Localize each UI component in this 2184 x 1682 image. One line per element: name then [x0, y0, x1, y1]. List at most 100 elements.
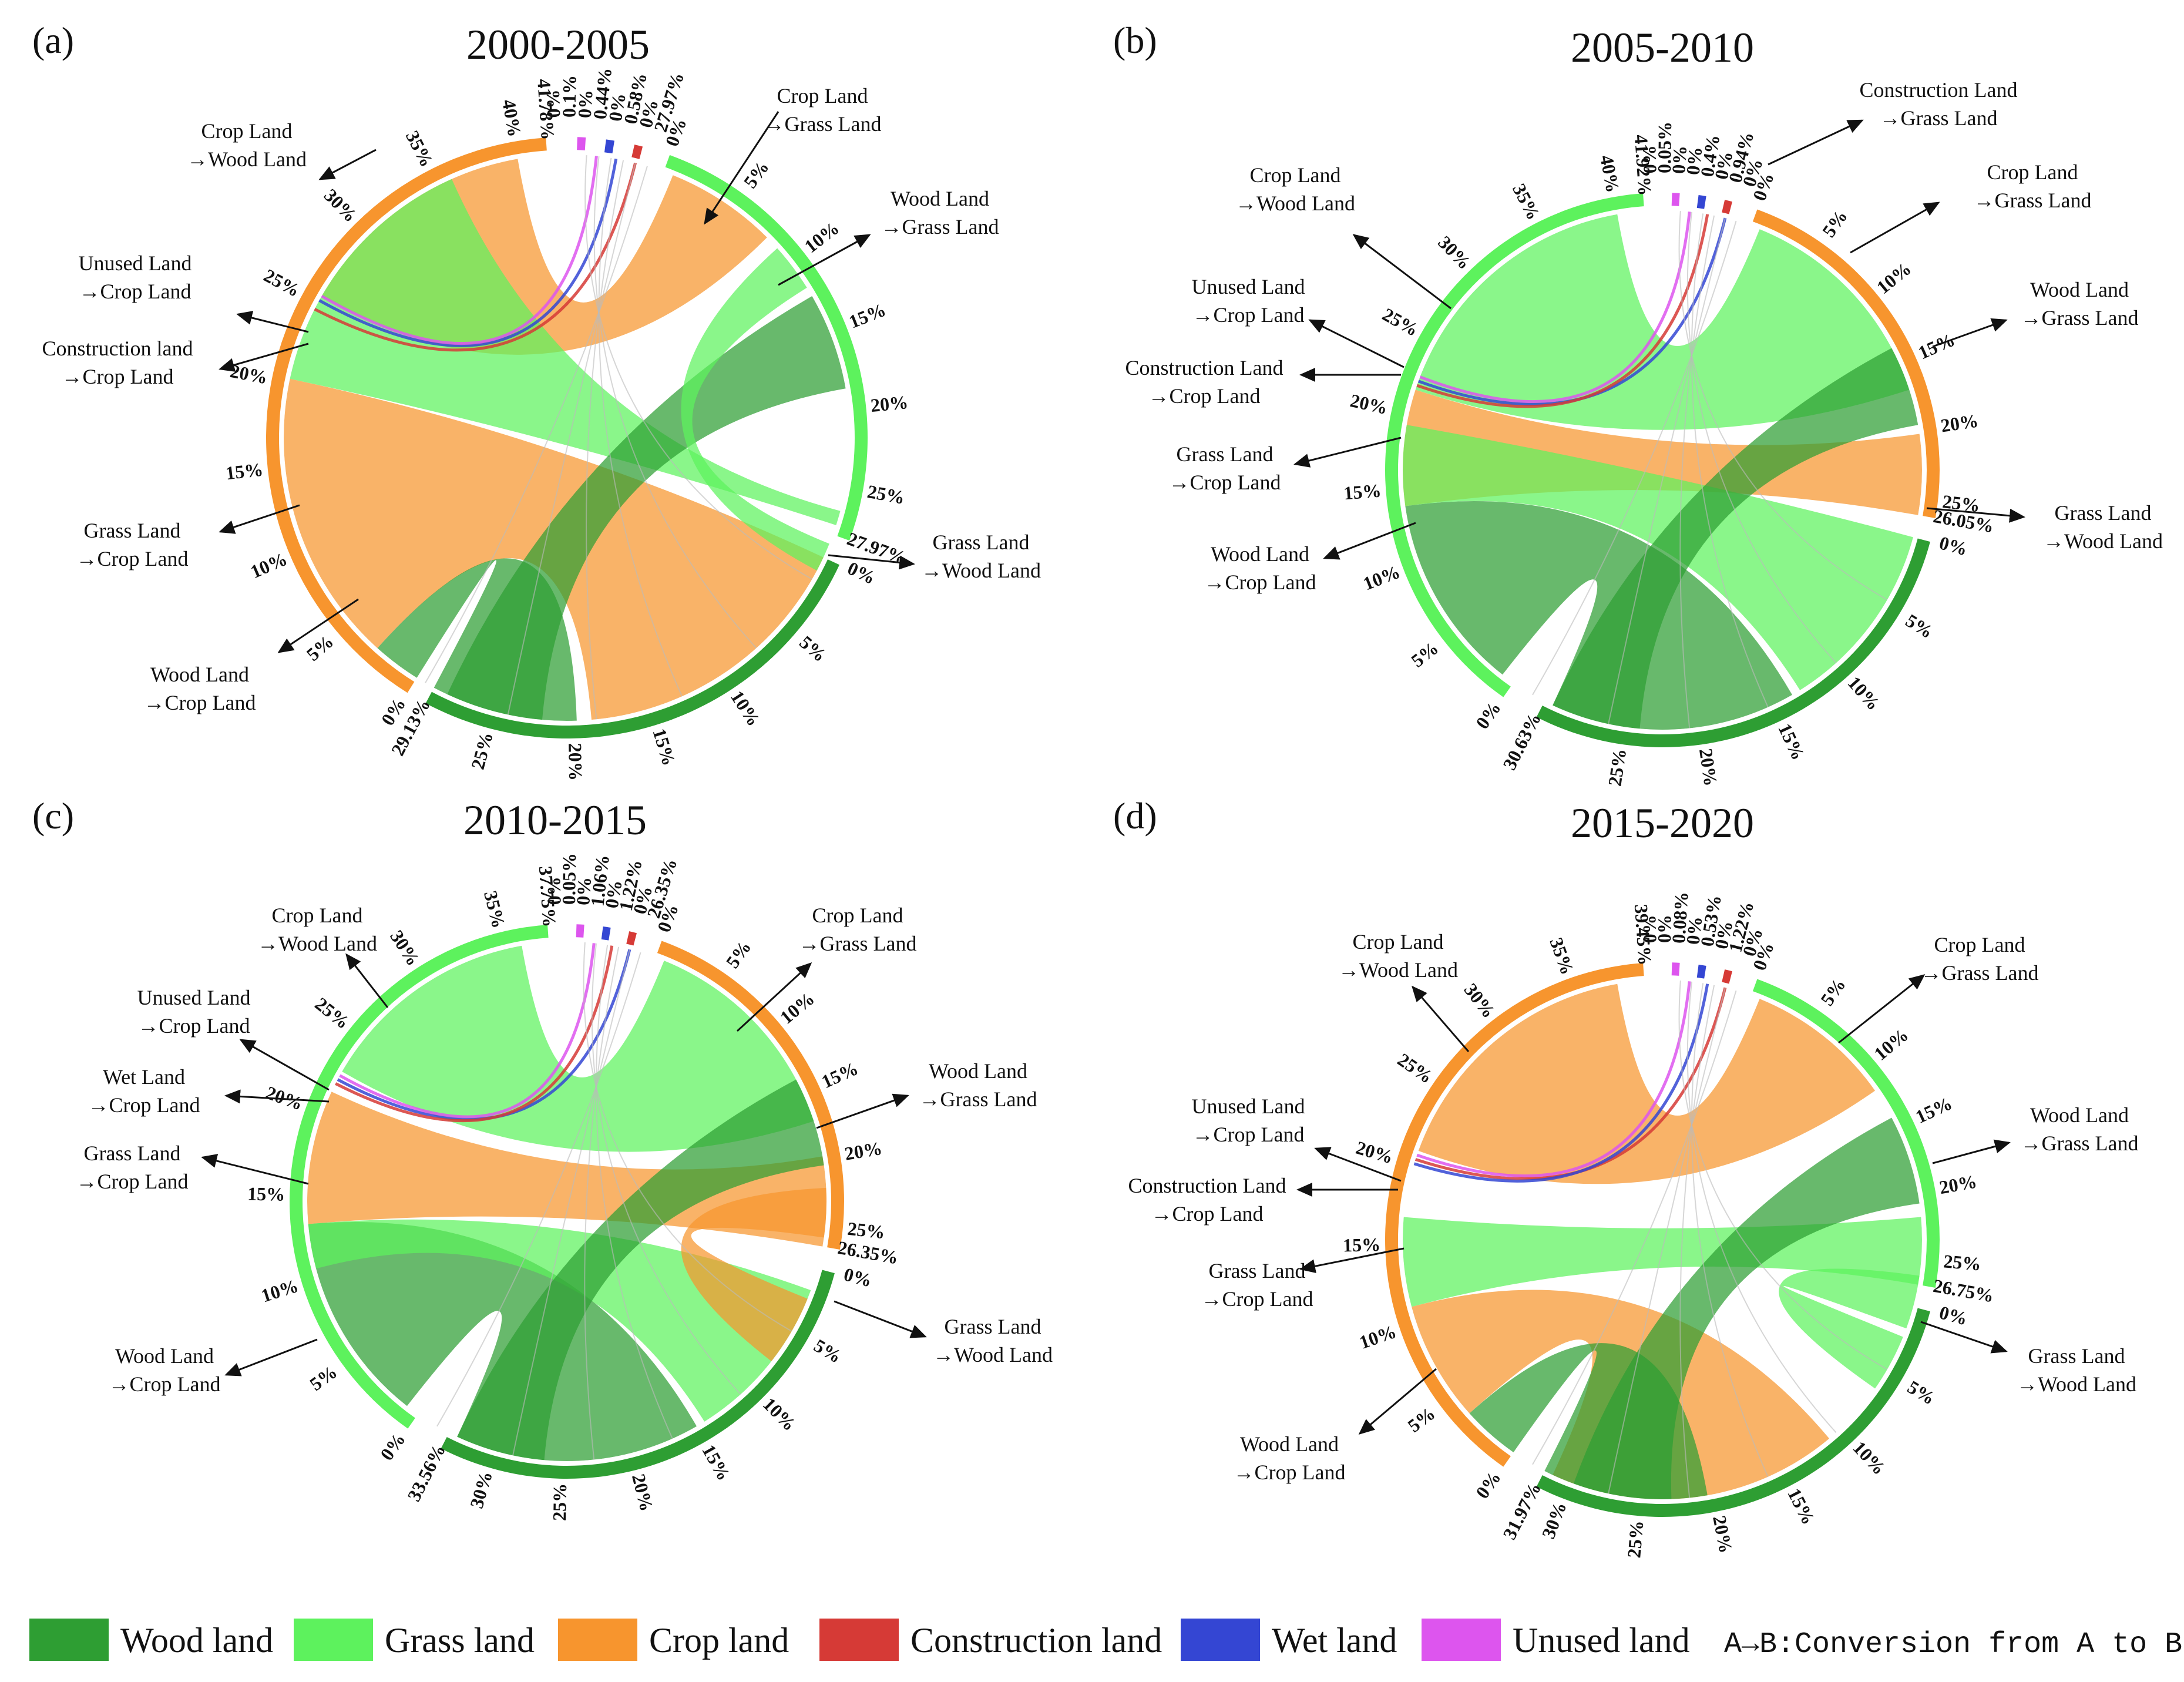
- tick-label: 15%: [247, 1183, 285, 1205]
- flow-annotation: →Grass Land: [2021, 306, 2139, 330]
- legend-label: Crop land: [649, 1621, 789, 1660]
- small-segment-arc: [1722, 200, 1732, 214]
- legend-label: Construction land: [910, 1621, 1162, 1660]
- tick-label: 25%: [1394, 1049, 1437, 1087]
- flow-annotation: Grass Land: [933, 531, 1030, 554]
- flow-annotation: →Crop Land: [1192, 303, 1305, 327]
- small-segment-label: 0.08%: [1668, 891, 1692, 944]
- tick-label: 15%: [1343, 1234, 1381, 1256]
- tick-label: 10%: [776, 988, 818, 1028]
- minor-flow-1: [1417, 217, 1727, 406]
- tick-label: 20%: [1938, 1170, 1978, 1198]
- faint-flow: [583, 942, 792, 1332]
- flow-annotation: →Wood Land: [921, 559, 1041, 582]
- tick-label: 15%: [224, 459, 264, 484]
- flow-annotation: →Crop Land: [109, 1372, 221, 1396]
- chord-ribbon-3: [1405, 501, 1792, 730]
- flow-annotation: →Wood Land: [2043, 529, 2163, 553]
- faint-flow: [1691, 983, 1769, 1478]
- small-segment-arc: [626, 931, 637, 946]
- annotation-arrow: [1308, 319, 1405, 368]
- faint-flow: [512, 949, 630, 1456]
- flow-annotation: →Crop Land: [79, 280, 191, 303]
- annotation-arrow: [1932, 1139, 2011, 1164]
- tick-label: 25%: [1604, 747, 1630, 788]
- segment-arc-2: [441, 1270, 835, 1479]
- small-segment-arc: [1722, 969, 1732, 984]
- flow-annotation: →Crop Land: [144, 691, 256, 714]
- small-segment-label: 0%: [542, 89, 565, 118]
- annotation-arrow: [219, 504, 300, 534]
- flow-annotation: →Crop Land: [1201, 1287, 1313, 1311]
- annotation-arrow: [277, 598, 359, 653]
- faint-flow: [425, 166, 648, 683]
- small-segment-arc: [601, 926, 611, 941]
- panel-title: 2000-2005: [466, 21, 650, 68]
- segment-total-label: 26.35%: [836, 1237, 900, 1268]
- chord-ribbon-5: [457, 1079, 824, 1461]
- tick-label: 20%: [843, 1137, 883, 1164]
- flow-annotation: Unused Land: [137, 986, 251, 1009]
- tick-label: 30%: [1460, 979, 1500, 1022]
- tick-label: 25%: [311, 993, 354, 1033]
- tick-label: 40%: [1596, 153, 1624, 194]
- tick-label: 20%: [869, 391, 909, 416]
- minor-flow-1: [337, 949, 631, 1121]
- flow-annotation: Crop Land: [201, 119, 293, 143]
- tick-label: 30%: [386, 926, 424, 969]
- faint-flow: [591, 943, 741, 1395]
- flow-annotation: Grass Land: [945, 1315, 1041, 1338]
- tick-label: 5%: [305, 1361, 341, 1395]
- annotation-arrow: [224, 1338, 318, 1377]
- faint-flow: [1679, 215, 1715, 728]
- flow-annotation: Grass Land: [84, 1142, 181, 1165]
- tick-label: 20%: [1939, 409, 1980, 436]
- flow-annotation: Grass Land: [2055, 501, 2152, 525]
- tick-label: 20%: [565, 743, 586, 781]
- legend-note: A→B:Conversion from A to B: [1724, 1628, 2182, 1661]
- segment-arc-2: [1536, 1308, 1930, 1517]
- minor-flow-2: [1416, 214, 1709, 408]
- tick-label: 35%: [1545, 935, 1578, 977]
- chord-panel-1: (a) 2000-2005 0% 5% 10% 15% 20% 25% 30% 35% 40% 41.…: [32, 19, 1041, 781]
- flow-annotation: Wood Land: [115, 1344, 214, 1368]
- minor-flow-2: [318, 158, 618, 347]
- tick-label: 15%: [1343, 479, 1382, 503]
- panel-label: (d): [1113, 795, 1157, 837]
- tick-label: 10%: [1356, 1321, 1399, 1353]
- annotation-arrow: [1352, 234, 1451, 310]
- annotation-arrow: [816, 1093, 909, 1129]
- chord-ribbon-4: [308, 1219, 811, 1422]
- flow-annotation: Crop Land: [1934, 933, 2025, 956]
- segment-total-label: 33.56%: [403, 1441, 449, 1505]
- flow-annotation: Construction land: [42, 337, 193, 360]
- annotation-arrow: [736, 962, 812, 1032]
- small-segment-label: 0%: [543, 877, 565, 905]
- faint-flow: [1678, 211, 1888, 600]
- chord-panel-2: (b) 2005-2010 0% 5% 10% 15% 20% 25% 30% 35% 40% 41.…: [1113, 19, 2163, 787]
- annotation-arrow: [1768, 119, 1864, 166]
- segment-arc-3: [1752, 979, 1940, 1288]
- small-segment-label: 0%: [1638, 145, 1661, 174]
- panel-title: 2015-2020: [1571, 800, 1754, 847]
- tick-label: 10%: [258, 1275, 301, 1307]
- chord-ribbon-6: [1779, 1268, 1920, 1389]
- flow-annotation: →Crop Land: [1148, 384, 1261, 408]
- flow-annotation: →Crop Land: [88, 1093, 200, 1117]
- panel-label: (a): [32, 19, 74, 61]
- tick-label: 25%: [846, 1218, 886, 1243]
- flow-annotation: →Crop Land: [76, 1170, 189, 1193]
- annotation-arrow: [1850, 202, 1940, 254]
- tick-label: 10%: [1849, 1437, 1890, 1479]
- chord-ribbon-1: [1415, 214, 1910, 430]
- tick-label: 30%: [1434, 231, 1475, 273]
- flow-annotation: Unused Land: [79, 251, 192, 275]
- panel-label: (b): [1113, 19, 1157, 61]
- tick-label: 10%: [800, 217, 843, 257]
- tick-label: 5%: [1902, 610, 1937, 643]
- tick-label: 5%: [1904, 1376, 1939, 1409]
- faint-flow: [1532, 220, 1737, 696]
- small-segment-arc: [1696, 195, 1706, 209]
- legend-label: Wet land: [1272, 1621, 1397, 1660]
